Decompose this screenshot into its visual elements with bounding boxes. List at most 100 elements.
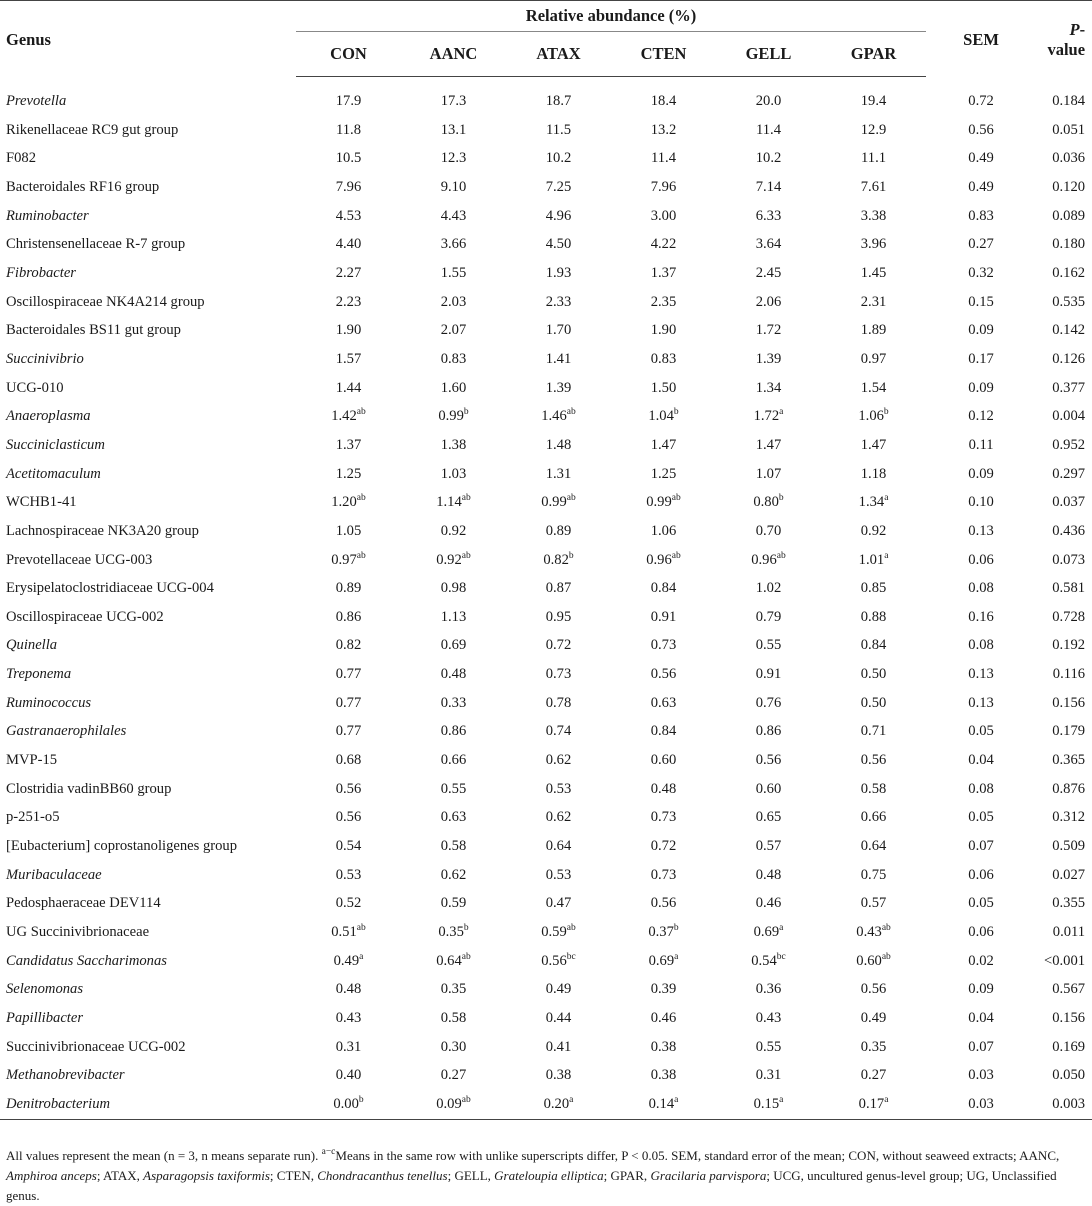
value-cell: 0.53: [296, 861, 401, 890]
mean-value: 7.25: [545, 178, 572, 195]
table-row: Quinella 0.82 0.69 0.72 0.73 0.55 0.84 0.08 0.19…: [0, 631, 1092, 660]
mean-value: 0.35: [440, 981, 467, 998]
mean-value: 1.89: [860, 322, 887, 339]
mean-value: 0.99: [541, 494, 567, 511]
value-cell: 1.48: [506, 431, 611, 460]
mean-value: 0.46: [650, 1010, 677, 1026]
mean-value: 1.37: [335, 436, 362, 453]
table-row: Rikenellaceae RC9 gut group 11.8 13.1 11.5 1…: [0, 116, 1092, 145]
table-row: Clostridia vadinBB60 group 0.56 0.55 0.53 0.…: [0, 775, 1092, 804]
mean-value: 0.56: [335, 780, 362, 797]
table-row: UCG-010 1.44 1.60 1.39 1.50 1.34 1.54 0.09 0.377: [0, 374, 1092, 403]
value-cell: 0.63: [401, 803, 506, 832]
mean-value: 17.3: [440, 93, 467, 109]
value-cell: 0.38: [506, 1061, 611, 1090]
value-cell: 0.27: [821, 1061, 926, 1090]
mean-value: 0.39: [650, 981, 677, 998]
mean-value: 0.63: [440, 809, 467, 826]
genus-cell: Denitrobacterium: [0, 1089, 296, 1120]
sem-cell: 0.72: [968, 93, 994, 109]
mean-value: 11.1: [861, 150, 887, 167]
mean-value: 0.88: [860, 608, 887, 625]
sem-cell: 0.07: [968, 1038, 994, 1055]
mean-value: 0.49: [333, 952, 360, 969]
significance-superscript: b: [883, 407, 889, 418]
value-cell: 0.57: [716, 832, 821, 861]
mean-value: 0.66: [860, 809, 887, 826]
mean-value: 1.39: [545, 379, 572, 396]
mean-value: 0.69: [753, 924, 780, 941]
table-row: Succinivibrionaceae UCG-002 0.31 0.30 0.41 0…: [0, 1033, 1092, 1062]
mean-value: 0.82: [543, 551, 569, 568]
genus-cell: Succiniclasticum: [6, 436, 105, 453]
value-cell: 17.9: [296, 87, 401, 116]
mean-value: 0.56: [860, 981, 887, 998]
value-cell: 0.84: [821, 631, 926, 660]
mean-value: 19.4: [860, 93, 887, 109]
value-cell: 0.37b: [611, 918, 716, 947]
value-cell: 10.2: [716, 144, 821, 173]
mean-value: 0.73: [545, 666, 572, 683]
mean-value: 0.69: [440, 637, 467, 654]
significance-superscript: ab: [461, 493, 471, 504]
mean-value: 1.25: [650, 465, 677, 482]
value-cell: 0.83: [611, 345, 716, 374]
p-value-cell: 0.050: [1052, 1067, 1086, 1084]
value-cell: 0.70: [716, 517, 821, 546]
mean-value: 0.77: [335, 723, 362, 740]
value-cell: 1.39: [506, 374, 611, 403]
value-cell: 0.89: [296, 574, 401, 603]
genus-cell: Pedosphaeraceae DEV114: [6, 895, 161, 912]
mean-value: 1.14: [436, 494, 462, 511]
mean-value: 1.47: [860, 436, 887, 453]
value-cell: 0.68: [296, 746, 401, 775]
significance-superscript: a: [674, 951, 679, 962]
mean-value: 1.90: [650, 322, 677, 339]
value-cell: 0.92: [821, 517, 926, 546]
mean-value: 0.38: [650, 1067, 677, 1084]
mean-value: 0.00: [333, 1095, 359, 1112]
value-cell: 3.00: [611, 202, 716, 231]
mean-value: 0.43: [755, 1010, 782, 1026]
p-value-cell: 0.184: [1052, 93, 1086, 109]
table-row: Christensenellaceae R-7 group 4.40 3.66 4.5…: [0, 230, 1092, 259]
value-cell: 0.88: [821, 603, 926, 632]
value-cell: 0.09ab: [401, 1089, 506, 1120]
value-cell: 0.36: [716, 975, 821, 1004]
value-cell: 0.86: [296, 603, 401, 632]
value-cell: 0.84: [611, 717, 716, 746]
mean-value: 2.07: [440, 322, 467, 339]
value-cell: 0.49: [821, 1004, 926, 1033]
mean-value: 0.48: [650, 780, 677, 797]
value-cell: 1.93: [506, 259, 611, 288]
value-cell: 2.35: [611, 288, 716, 317]
value-cell: 0.89: [506, 517, 611, 546]
value-cell: 0.92: [401, 517, 506, 546]
table-spacer: [0, 77, 1092, 88]
mean-value: 11.5: [546, 121, 571, 138]
mean-value: 0.68: [335, 752, 362, 769]
value-cell: 0.62: [506, 803, 611, 832]
mean-value: 0.60: [755, 780, 782, 797]
mean-value: 0.83: [650, 350, 677, 367]
p-value-cell: <0.001: [1043, 952, 1086, 969]
value-cell: 0.72: [611, 832, 716, 861]
mean-value: 2.06: [755, 293, 782, 310]
footnote-text: All values represent the mean (n = 3, n …: [6, 1148, 322, 1163]
p-value-cell: 0.180: [1052, 236, 1086, 253]
value-cell: 1.25: [611, 460, 716, 489]
value-cell: 0.53: [506, 861, 611, 890]
mean-value: 0.20: [543, 1095, 570, 1112]
value-cell: 11.8: [296, 116, 401, 145]
p-value-cell: 0.355: [1052, 895, 1086, 912]
mean-value: 0.48: [755, 866, 782, 883]
value-cell: 0.27: [401, 1061, 506, 1090]
table-row: Ruminobacter 4.53 4.43 4.96 3.00 6.33 3.38 0.83…: [0, 202, 1092, 231]
mean-value: 1.18: [860, 465, 887, 482]
mean-value: 1.06: [650, 522, 677, 539]
footnote-superscript: a−c: [321, 1147, 336, 1157]
mean-value: 0.47: [545, 895, 572, 912]
value-cell: 0.99ab: [611, 488, 716, 517]
value-cell: 0.51ab: [296, 918, 401, 947]
mean-value: 0.82: [335, 637, 362, 654]
